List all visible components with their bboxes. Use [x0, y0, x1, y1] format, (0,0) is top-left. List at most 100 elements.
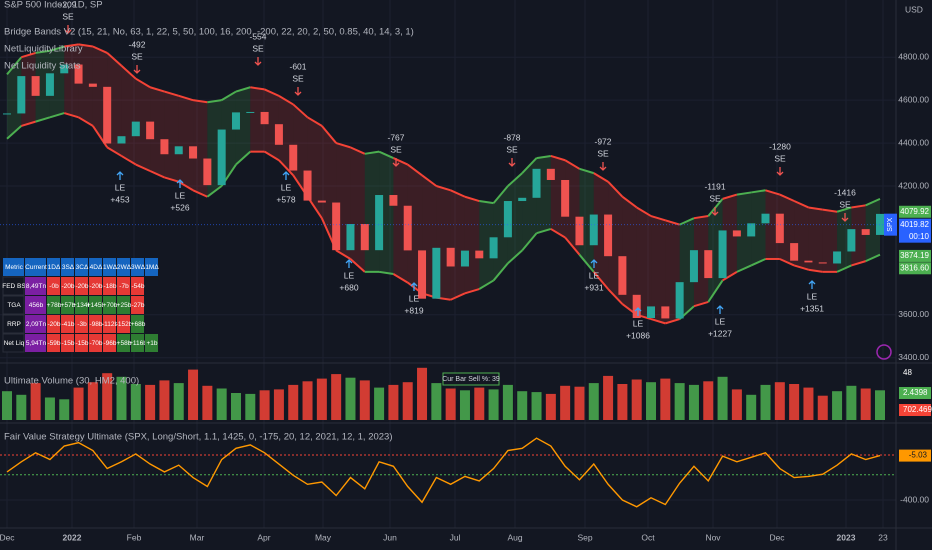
- price-tag-label: 4019.82: [900, 220, 929, 229]
- indicator-label: NetLiquidityLibrary: [4, 44, 83, 55]
- candle: [360, 223, 369, 251]
- table-header: 1MΔ: [145, 264, 159, 271]
- x-tick-label: Sep: [577, 532, 592, 542]
- upper-band: [164, 90, 180, 97]
- volume-bar: [660, 378, 671, 420]
- signal-label: SE: [292, 73, 304, 83]
- x-tick-label: 2023: [837, 532, 856, 542]
- x-tick-label: Aug: [507, 532, 522, 542]
- upper-band: [507, 172, 523, 187]
- upper-band: [49, 45, 65, 52]
- volume-bar: [302, 381, 313, 420]
- table-cell-bg: [25, 277, 46, 295]
- upper-band: [550, 154, 566, 162]
- upper-band: [765, 189, 781, 196]
- band-fill: [579, 168, 594, 272]
- signal-arrow: [508, 158, 516, 167]
- signal-pnl: +1227: [708, 328, 732, 338]
- candle: [74, 64, 83, 84]
- candle: [346, 223, 355, 251]
- candle: [160, 139, 169, 155]
- signal-pnl: -767: [387, 132, 404, 142]
- signal-arrow: [634, 307, 642, 316]
- volume-note: Cur Bar Sell %: 39: [442, 376, 500, 383]
- replay-icon[interactable]: [876, 344, 892, 360]
- volume-bar: [44, 397, 55, 420]
- x-tick-label: Jul: [450, 532, 461, 542]
- price-tag-label: 4079.92: [900, 207, 929, 216]
- table-header: 4DΔ: [90, 264, 103, 271]
- volume-bar: [16, 394, 27, 420]
- table-header-cell: [47, 258, 60, 276]
- table-header-cell: [61, 258, 74, 276]
- table-header-cell: [103, 258, 116, 276]
- table-cell-bg: [25, 296, 46, 314]
- table-header: Metric: [5, 264, 23, 271]
- chart-title: S&P 500 Index, 1D, SP: [4, 0, 103, 11]
- table-cell-bg: [89, 277, 102, 295]
- table-cell-bg: [103, 277, 116, 295]
- candle: [604, 214, 613, 257]
- candle: [31, 76, 40, 96]
- upper-band: [751, 189, 766, 194]
- signal-label: LE: [715, 316, 726, 326]
- table-header: 3WΔ: [131, 264, 146, 271]
- symbol-label: SPX: [887, 217, 894, 231]
- lower-band: [278, 159, 294, 176]
- table-header-cell: [131, 258, 144, 276]
- lower-band: [550, 228, 566, 239]
- upper-band: [335, 142, 351, 149]
- upper-band: [693, 215, 709, 220]
- indicator-label: Net Liquidity Stats: [4, 61, 81, 72]
- volume-bar: [517, 391, 528, 420]
- table-cell: RRP: [7, 321, 21, 328]
- table-cell-bg: [75, 334, 88, 352]
- table-header: 3SΔ: [62, 264, 75, 271]
- signal-label: SE: [506, 144, 518, 154]
- signal-arrow: [254, 57, 262, 66]
- table-cell: -20b: [75, 283, 88, 290]
- table-cell-bg: [2, 314, 25, 334]
- candle: [418, 250, 427, 299]
- table-cell-bg: [103, 296, 116, 314]
- volume-bar: [774, 382, 785, 420]
- upper-band: [21, 51, 36, 59]
- band-fill: [121, 65, 136, 165]
- band-fill: [593, 173, 609, 290]
- y-tick-label: 4600.00: [898, 94, 929, 104]
- upper-band: [436, 185, 451, 192]
- table-cell: TGA: [7, 302, 21, 309]
- upper-band: [822, 208, 838, 213]
- lower-band: [120, 155, 137, 166]
- signal-arrow: [294, 87, 302, 96]
- signal-label: SE: [709, 193, 721, 203]
- lower-band: [607, 288, 624, 305]
- candle: [618, 256, 627, 295]
- x-tick-label: Mar: [190, 532, 205, 542]
- y-tick-label: 4800.00: [898, 51, 929, 61]
- upper-band: [364, 150, 380, 155]
- band-fill: [808, 207, 823, 272]
- table-cell: -98b: [89, 321, 102, 328]
- table-cell: -112b: [102, 321, 119, 328]
- volume-bar: [574, 386, 585, 420]
- volume-bar: [674, 383, 685, 420]
- lower-band: [450, 292, 466, 301]
- table-cell-bg: [2, 295, 25, 315]
- currency-label: USD: [905, 4, 923, 14]
- volume-bar: [331, 374, 342, 420]
- x-tick-label: Feb: [127, 532, 142, 542]
- signal-label: SE: [390, 144, 402, 154]
- signal-arrow: [776, 167, 784, 176]
- volume-bar: [860, 388, 871, 420]
- upper-band: [221, 90, 237, 102]
- lower-band: [478, 279, 495, 290]
- upper-band: [307, 116, 323, 127]
- lower-band: [507, 249, 523, 265]
- table-cell-bg: [47, 296, 60, 314]
- candle: [389, 195, 398, 206]
- upper-band: [793, 200, 809, 209]
- volume-bar: [159, 380, 170, 420]
- volume-bar: [273, 389, 284, 420]
